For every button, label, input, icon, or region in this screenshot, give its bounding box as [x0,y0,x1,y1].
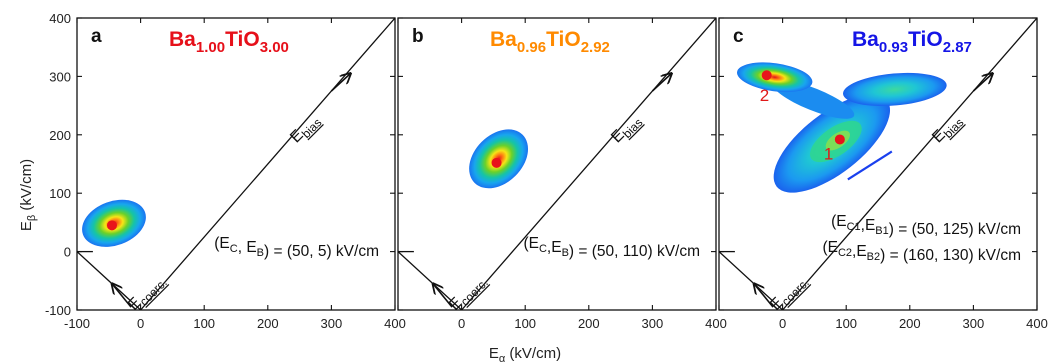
ebias-label: Ebias [287,111,324,148]
coercive-line [398,251,463,310]
coercive-bias-annotation: (EC,EB) = (50, 110) kV/cm [523,235,700,260]
x-tick-label: 400 [384,316,406,331]
x-tick-label: 100 [835,316,857,331]
x-tick-label: 300 [963,316,985,331]
ecoerc-arrow [112,284,132,308]
ebias-label: Ebias [929,111,966,148]
ecoerc-arrow [433,284,453,308]
y-tick-label: 400 [49,11,71,26]
y-axis-label: Eβ (kV/cm) [18,159,38,231]
x-tick-label: 300 [321,316,343,331]
diagonal-line [782,18,1037,310]
panel-letter: a [91,26,102,47]
panel-letter: b [412,26,424,47]
panel-frame [397,17,717,311]
panel-frame [718,17,1038,311]
x-tick-label: 0 [779,316,786,331]
x-tick-label: 100 [193,316,215,331]
composition-title: Ba0.96TiO2.92 [490,28,610,56]
peak-marker [834,134,845,145]
panel-letter: c [733,26,744,47]
ecoerc-arrow [754,284,774,308]
forc-distribution [737,62,947,193]
coercive-line [719,251,784,310]
peak-marker [106,220,117,231]
ebias-label: Ebias [608,111,645,148]
coercive-line [77,251,142,310]
y-tick-label: 300 [49,69,71,84]
coercive-bias-annotation: (EC, EB) = (50, 5) kV/cm [214,235,379,260]
diagonal-line [461,18,716,310]
x-tick-label: 300 [642,316,664,331]
x-tick-label: 100 [514,316,536,331]
peak-marker [491,157,502,168]
ebias-arrow [330,73,350,92]
ebias-arrow [972,73,992,92]
composition-title: Ba1.00TiO3.00 [169,28,289,56]
peak-marker [761,70,772,81]
coercive-bias-annotation: (EC2,EB2) = (160, 130) kV/cm [822,239,1021,264]
x-axis-label: Eα (kV/cm) [489,345,561,363]
y-tick-label: 0 [64,245,71,260]
x-tick-label: 0 [458,316,465,331]
composition-title: Ba0.93TiO2.87 [852,28,972,56]
y-tick-label: 100 [49,186,71,201]
x-tick-label: 0 [137,316,144,331]
x-tick-label: 200 [578,316,600,331]
x-tick-label: 200 [899,316,921,331]
x-tick-label: 200 [257,316,279,331]
y-tick-label: 200 [49,128,71,143]
peak-label: 2 [760,86,769,105]
y-tick-label: -100 [45,303,71,318]
panel-frame [76,17,396,311]
ebias-arrow [651,73,671,92]
x-tick-label: -100 [64,316,90,331]
x-tick-label: 400 [705,316,727,331]
coercive-bias-annotation: (EC1,EB1) = (50, 125) kV/cm [831,213,1021,238]
peak-label: 1 [824,144,833,163]
x-tick-label: 400 [1026,316,1048,331]
diagonal-line [140,18,395,310]
